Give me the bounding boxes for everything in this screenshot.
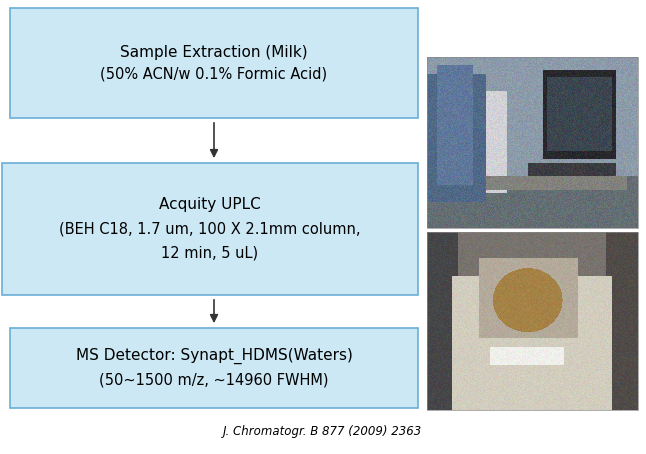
Bar bbox=[10, 328, 418, 408]
Text: (50~1500 m/z, ~14960 FWHM): (50~1500 m/z, ~14960 FWHM) bbox=[99, 372, 329, 388]
Bar bbox=[427, 232, 638, 410]
Text: Acquity UPLC: Acquity UPLC bbox=[159, 197, 261, 212]
Text: MS Detector: Synapt_HDMS(Waters): MS Detector: Synapt_HDMS(Waters) bbox=[76, 348, 353, 364]
Text: J. Chromatogr. B 877 (2009) 2363: J. Chromatogr. B 877 (2009) 2363 bbox=[224, 425, 422, 439]
Bar bbox=[10, 8, 418, 118]
Text: (50% ACN/w 0.1% Formic Acid): (50% ACN/w 0.1% Formic Acid) bbox=[100, 66, 328, 82]
Text: (BEH C18, 1.7 um, 100 X 2.1mm column,: (BEH C18, 1.7 um, 100 X 2.1mm column, bbox=[59, 222, 360, 237]
Bar bbox=[2, 163, 418, 295]
Text: Sample Extraction (Milk): Sample Extraction (Milk) bbox=[120, 44, 307, 59]
Bar bbox=[427, 57, 638, 228]
Text: 12 min, 5 uL): 12 min, 5 uL) bbox=[162, 246, 258, 261]
